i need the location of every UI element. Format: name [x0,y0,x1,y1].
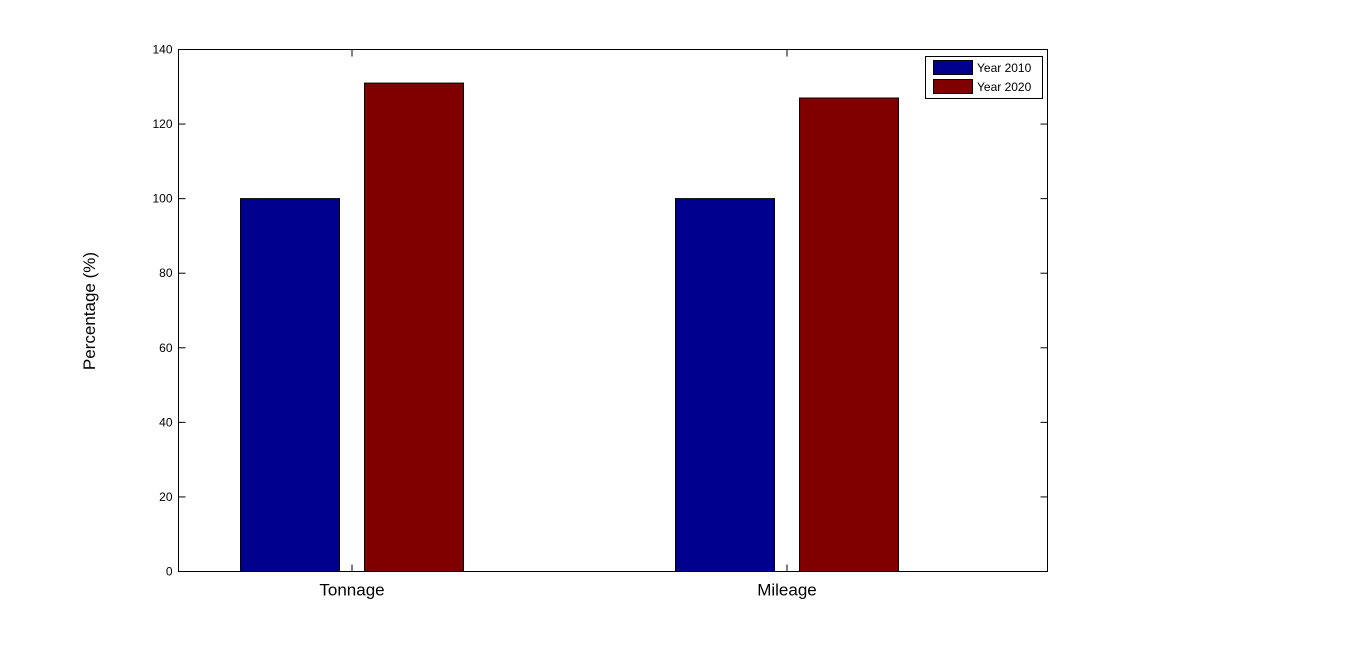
legend-label-year-2010: Year 2010 [977,61,1032,75]
y-tick-label: 0 [166,565,173,579]
bar-tonnage-year-2010 [240,198,340,572]
category-label-tonnage: Tonnage [319,581,384,600]
y-tick-label: 40 [159,415,173,429]
y-tick-label: 100 [152,192,172,206]
y-tick-label: 80 [159,266,173,280]
y-tick-label: 20 [159,490,173,504]
bars-group [240,82,899,572]
bar-mileage-year-2010 [675,198,775,572]
legend: Year 2010 Year 2020 [925,56,1043,99]
category-label-mileage: Mileage [757,581,817,600]
category-labels: Tonnage Mileage [319,581,816,600]
bar-tonnage-year-2020 [364,82,464,572]
y-axis-label: Percentage (%) [80,252,99,370]
y-tick-label: 140 [152,43,172,57]
axis-ticks [178,49,1048,572]
y-tick-label: 120 [152,117,172,131]
y-tick-label: 60 [159,341,173,355]
legend-swatch-year-2010 [933,60,973,75]
legend-swatch-year-2020 [933,79,973,94]
plot-area-frame [178,49,1048,572]
y-tick-labels: 0 20 40 60 80 100 120 140 [152,43,172,579]
legend-label-year-2020: Year 2020 [977,80,1032,94]
bar-mileage-year-2020 [799,97,899,572]
